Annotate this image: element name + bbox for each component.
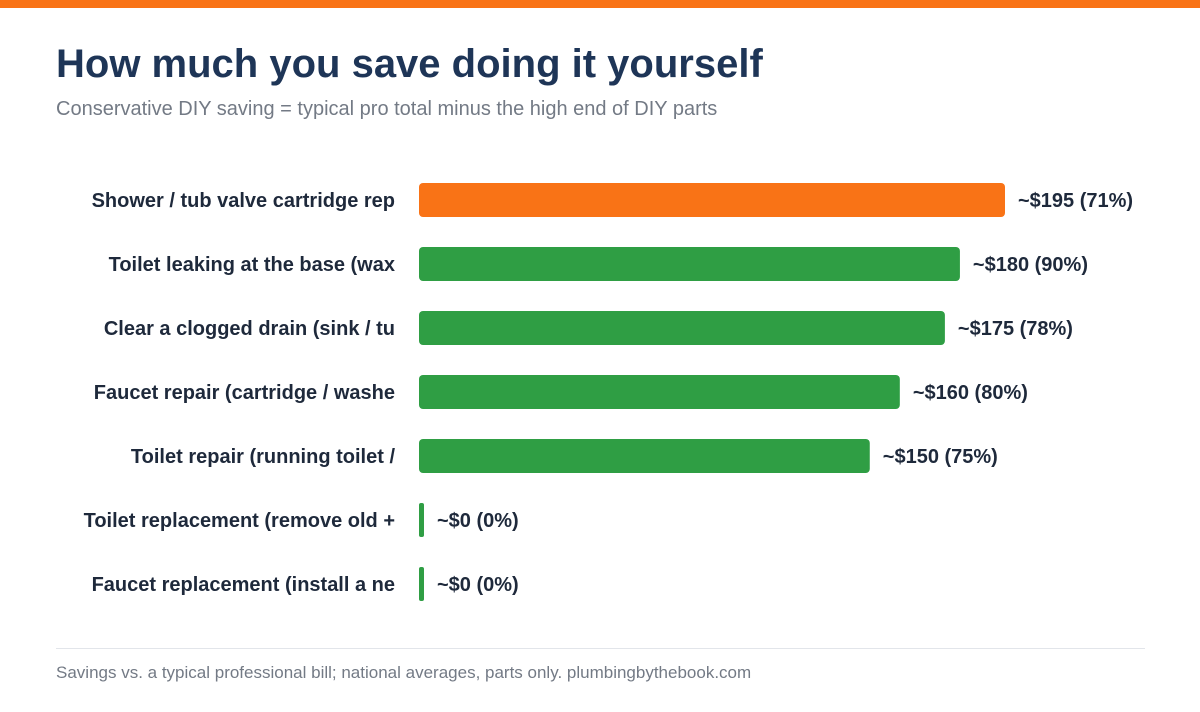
chart-footer: Savings vs. a typical professional bill;… [56,663,752,682]
value-label: ~$0 (0%) [437,574,519,596]
accent-top-bar [0,0,1200,8]
category-label: Toilet leaking at the base (wax [109,254,395,276]
category-label: Toilet replacement (remove old + [84,510,395,532]
bar [419,311,945,345]
category-label: Toilet repair (running toilet / [131,446,396,468]
category-label: Faucet replacement (install a ne [92,574,395,596]
bar [419,247,960,281]
value-label: ~$150 (75%) [883,446,998,468]
value-label: ~$195 (71%) [1018,190,1133,212]
bar [419,567,424,601]
category-label: Shower / tub valve cartridge rep [92,190,395,212]
bar [419,375,900,409]
value-label: ~$175 (78%) [958,318,1073,340]
chart-title: How much you save doing it yourself [56,42,763,86]
bar [419,183,1005,217]
value-label: ~$0 (0%) [437,510,519,532]
bar-chart: Shower / tub valve cartridge rep ~$195 (7… [84,183,1133,601]
value-label: ~$160 (80%) [913,382,1028,404]
value-label: ~$180 (90%) [973,254,1088,276]
bar [419,439,870,473]
chart-subtitle: Conservative DIY saving = typical pro to… [56,98,718,120]
bar [419,503,424,537]
category-label: Faucet repair (cartridge / washe [94,382,395,404]
footer-divider [56,648,1145,649]
category-label: Clear a clogged drain (sink / tu [104,318,395,340]
